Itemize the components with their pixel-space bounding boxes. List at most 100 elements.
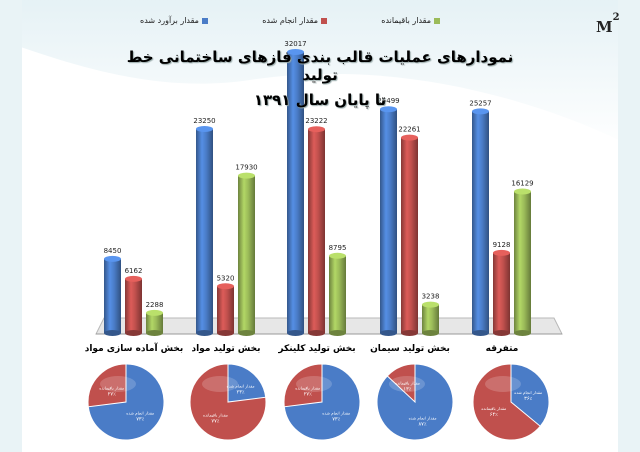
- bar-value-label-0-0: 8450: [104, 247, 122, 255]
- bar-top-4-0: [472, 108, 489, 115]
- bar-value-label-0-2: 2288: [146, 301, 164, 309]
- bar-1-1: [217, 286, 234, 333]
- pie-highlight-4: [485, 376, 521, 392]
- pie-done-pct-4: ۳۶٪: [524, 396, 532, 402]
- bar-1-0: [196, 128, 213, 333]
- pie-done-label-1: مقدار انجام شده: [227, 384, 255, 389]
- bar-3-2: [422, 304, 439, 333]
- bar-0-0: [104, 258, 121, 333]
- bar-bottom-1-1: [217, 330, 234, 336]
- bar-value-label-3-2: 3238: [422, 293, 440, 301]
- legend-swatch-done: [321, 17, 328, 24]
- bar-top-2-2: [329, 252, 346, 259]
- bar-top-1-2: [238, 172, 255, 179]
- bar-0-2: [146, 312, 163, 333]
- bar-top-0-0: [104, 255, 121, 262]
- bar-top-4-1: [493, 249, 510, 256]
- legend-swatch-remaining: [434, 17, 440, 24]
- pie-highlight-1: [202, 376, 238, 392]
- bar-value-label-2-2: 8795: [329, 244, 347, 252]
- bar-top-0-1: [125, 275, 142, 282]
- pie-remaining-label-4: مقدار باقیمانده: [481, 406, 506, 411]
- bar-value-label-1-1: 5320: [217, 274, 235, 282]
- pie-done-pct-3: ۸۷٪: [419, 421, 427, 427]
- pie-remaining-label-2: مقدار باقیمانده: [295, 385, 320, 390]
- pie-done-label-2: مقدار انجام شده: [322, 411, 350, 416]
- legend-swatch-estimated: [201, 17, 208, 24]
- category-label-1: بخش تولید مواد: [191, 344, 260, 354]
- bar-bottom-4-2: [514, 330, 531, 336]
- bar-top-1-1: [217, 283, 234, 290]
- pie-remaining-label-3: مقدار باقیمانده: [395, 381, 420, 386]
- bar-top-3-1: [401, 134, 418, 141]
- pie-done-slice-1: [227, 363, 267, 403]
- bar-value-label-3-1: 22261: [398, 126, 420, 134]
- bar-4-1: [493, 252, 510, 333]
- legend-label-done: مقدار انجام شده: [262, 16, 319, 25]
- bar-2-2: [329, 255, 346, 333]
- pie-remaining-pct-3: ۱۳٪: [403, 387, 411, 393]
- pie-done-slice-2: [283, 363, 361, 441]
- bar-bottom-2-2: [329, 330, 346, 336]
- category-label-4: متفرقه: [486, 344, 519, 354]
- bar-value-label-4-0: 25257: [469, 99, 491, 107]
- pie-remaining-pct-2: ۲۷٪: [304, 391, 312, 397]
- pie-done-label-0: مقدار انجام شده: [126, 411, 154, 416]
- bar-top-2-0: [287, 49, 304, 55]
- legend-label-estimated: مقدار برآورد شده: [140, 16, 199, 25]
- chart-title-line-2: تا پایان سال ۱۳۹۱: [253, 91, 387, 109]
- legend-item-done: مقدار انجام شده: [262, 16, 328, 25]
- bar-2-1: [308, 129, 325, 333]
- bar-bottom-0-2: [146, 330, 163, 336]
- bar-bottom-3-2: [422, 330, 439, 336]
- bar-top-2-1: [308, 126, 325, 133]
- chart-legend: مقدار برآورد شده مقدار انجام شده مقدار ب…: [140, 16, 440, 25]
- pie-done-slice-3: [376, 363, 454, 441]
- bar-value-label-0-1: 6162: [125, 267, 143, 275]
- category-label-3: بخش تولید سیمان: [370, 344, 450, 354]
- bar-bottom-4-1: [493, 330, 510, 336]
- category-label-0: بخش آماده سازی مواد: [85, 342, 184, 354]
- bar-2-0: [287, 52, 304, 333]
- pie-done-pct-1: ۲۳٪: [237, 390, 245, 396]
- pie-done-slice-4: [510, 363, 550, 427]
- bar-value-label-1-2: 17930: [235, 164, 257, 172]
- pie-done-label-4: مقدار انجام شده: [514, 390, 542, 395]
- bar-3-0: [380, 109, 397, 333]
- bar-value-label-2-0: 32017: [284, 40, 306, 48]
- pie-done-label-3: مقدار انجام شده: [409, 415, 437, 420]
- pie-remaining-label-1: مقدار باقیمانده: [203, 412, 228, 417]
- bar-top-3-2: [422, 301, 439, 308]
- bar-value-label-4-2: 16129: [511, 179, 533, 187]
- bar-3-1: [401, 137, 418, 333]
- bar-bottom-2-0: [287, 330, 304, 336]
- bar-0-1: [125, 278, 142, 333]
- pie-highlight-3: [389, 376, 425, 392]
- bar-value-label-4-1: 9128: [493, 241, 511, 249]
- pie-done-pct-0: ۷۳٪: [136, 417, 144, 423]
- bar-1-2: [238, 175, 255, 333]
- bar-value-label-1-0: 23250: [193, 117, 215, 125]
- pie-remaining-pct-4: ۶۴٪: [490, 412, 498, 418]
- bar-top-0-2: [146, 309, 163, 316]
- bar-top-4-2: [514, 188, 531, 195]
- bar-bottom-4-0: [472, 330, 489, 336]
- bar-value-label-2-1: 23222: [305, 117, 327, 125]
- bar-top-1-0: [196, 125, 213, 132]
- legend-item-remaining: مقدار باقیمانده: [381, 16, 440, 25]
- bar-bottom-0-0: [104, 330, 121, 336]
- bar-bottom-1-0: [196, 330, 213, 336]
- legend-label-remaining: مقدار باقیمانده: [381, 16, 431, 25]
- bar-bottom-0-1: [125, 330, 142, 336]
- chart-title-line-1: نمودارهای عملیات قالب بندی فازهای ساختما…: [126, 48, 514, 84]
- category-label-2: بخش تولید کلینکر: [277, 344, 355, 354]
- bar-value-label-3-0: 25499: [377, 97, 399, 105]
- pie-done-pct-2: ۷۳٪: [332, 417, 340, 423]
- pie-done-slice-0: [87, 363, 165, 441]
- legend-item-estimated: مقدار برآورد شده: [140, 16, 208, 25]
- pie-remaining-pct-0: ۲۷٪: [108, 391, 116, 397]
- bar-bottom-1-2: [238, 330, 255, 336]
- bar-4-0: [472, 111, 489, 333]
